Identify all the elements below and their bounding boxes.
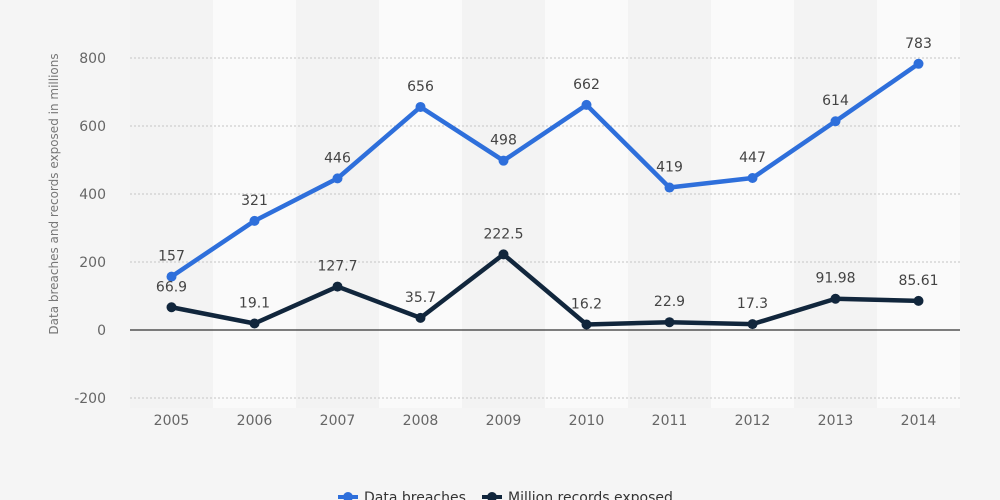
data-point[interactable] xyxy=(332,281,343,292)
series-0: 157 321 446 656 498 662 419 447 614 783 xyxy=(158,36,932,282)
data-point[interactable] xyxy=(166,271,177,282)
y-tick-label: -200 xyxy=(74,391,106,407)
data-point[interactable] xyxy=(498,155,509,166)
y-tick-label: 200 xyxy=(79,255,106,271)
data-point[interactable] xyxy=(581,99,592,110)
x-tick-label: 2010 xyxy=(569,413,605,429)
data-label: 662 xyxy=(573,77,600,93)
data-label: 85.61 xyxy=(898,273,938,289)
x-axis-ticks: 2005 2006 2007 2008 2009 2010 2011 2012 2013 2014 xyxy=(154,413,937,429)
x-tick-label: 2011 xyxy=(652,413,688,429)
data-point[interactable] xyxy=(664,182,675,193)
data-point[interactable] xyxy=(747,173,758,184)
data-label: 66.9 xyxy=(156,279,187,295)
data-label: 91.98 xyxy=(815,271,855,287)
series-1: 66.9 19.1 127.7 35.7 222.5 16.2 22.9 17.3 91.98 8… xyxy=(156,226,939,330)
column-band xyxy=(296,0,379,408)
column-band xyxy=(711,0,794,408)
legend-label: Data breaches xyxy=(364,490,466,500)
data-label: 498 xyxy=(490,133,517,149)
data-label: 127.7 xyxy=(317,259,357,275)
y-tick-label: 800 xyxy=(79,51,106,67)
y-axis-label: Data breaches and records exposed in mil… xyxy=(47,53,61,334)
data-point[interactable] xyxy=(415,101,426,112)
y-tick-label: 400 xyxy=(79,187,106,203)
column-band xyxy=(628,0,711,408)
data-label: 614 xyxy=(822,93,849,109)
column-band xyxy=(379,0,462,408)
data-label: 16.2 xyxy=(571,296,602,312)
x-tick-label: 2006 xyxy=(237,413,273,429)
y-axis-ticks: 800 600 400 200 0 -200 xyxy=(74,51,106,407)
data-point[interactable] xyxy=(830,116,841,127)
data-point[interactable] xyxy=(581,319,592,330)
data-label: 446 xyxy=(324,150,351,166)
column-band xyxy=(462,0,545,408)
x-tick-label: 2005 xyxy=(154,413,190,429)
legend-item[interactable]: Data breaches xyxy=(338,490,466,500)
column-band xyxy=(213,0,296,408)
data-point[interactable] xyxy=(664,317,675,328)
data-label: 35.7 xyxy=(405,290,436,306)
y-tick-label: 600 xyxy=(79,119,106,135)
legend-label: Million records exposed xyxy=(508,490,673,500)
data-point[interactable] xyxy=(249,215,260,226)
data-point[interactable] xyxy=(498,249,509,260)
series-line xyxy=(169,61,921,279)
legend: Data breaches Million records exposed xyxy=(338,490,673,500)
column-band xyxy=(794,0,877,408)
y-tick-label: 0 xyxy=(97,323,106,339)
data-label: 17.3 xyxy=(737,296,768,312)
data-label: 157 xyxy=(158,249,185,265)
x-tick-label: 2013 xyxy=(818,413,854,429)
series-line xyxy=(169,252,921,327)
legend-marker-icon xyxy=(487,492,497,500)
series-lines: 157 321 446 656 498 662 419 447 614 783 66.9 19.1 12… xyxy=(156,36,939,330)
x-tick-label: 2008 xyxy=(403,413,439,429)
data-label: 783 xyxy=(905,36,932,52)
column-band xyxy=(545,0,628,408)
data-label: 222.5 xyxy=(483,226,523,242)
x-tick-label: 2009 xyxy=(486,413,522,429)
column-band xyxy=(130,0,213,408)
column-bands xyxy=(130,0,960,408)
legend-item[interactable]: Million records exposed xyxy=(482,490,673,500)
x-tick-label: 2014 xyxy=(901,413,937,429)
data-point[interactable] xyxy=(415,312,426,323)
data-point[interactable] xyxy=(747,319,758,330)
data-label: 321 xyxy=(241,193,268,209)
gridlines xyxy=(130,57,960,399)
data-point[interactable] xyxy=(332,173,343,184)
data-point[interactable] xyxy=(249,318,260,329)
data-label: 656 xyxy=(407,79,434,95)
x-tick-label: 2012 xyxy=(735,413,771,429)
data-label: 19.1 xyxy=(239,296,270,312)
data-point[interactable] xyxy=(913,58,924,69)
data-label: 419 xyxy=(656,160,683,176)
data-point[interactable] xyxy=(913,295,924,306)
data-label: 447 xyxy=(739,150,766,166)
legend-marker-icon xyxy=(343,492,353,500)
x-tick-label: 2007 xyxy=(320,413,356,429)
data-label: 22.9 xyxy=(654,294,685,310)
data-point[interactable] xyxy=(830,293,841,304)
data-point[interactable] xyxy=(166,302,177,313)
